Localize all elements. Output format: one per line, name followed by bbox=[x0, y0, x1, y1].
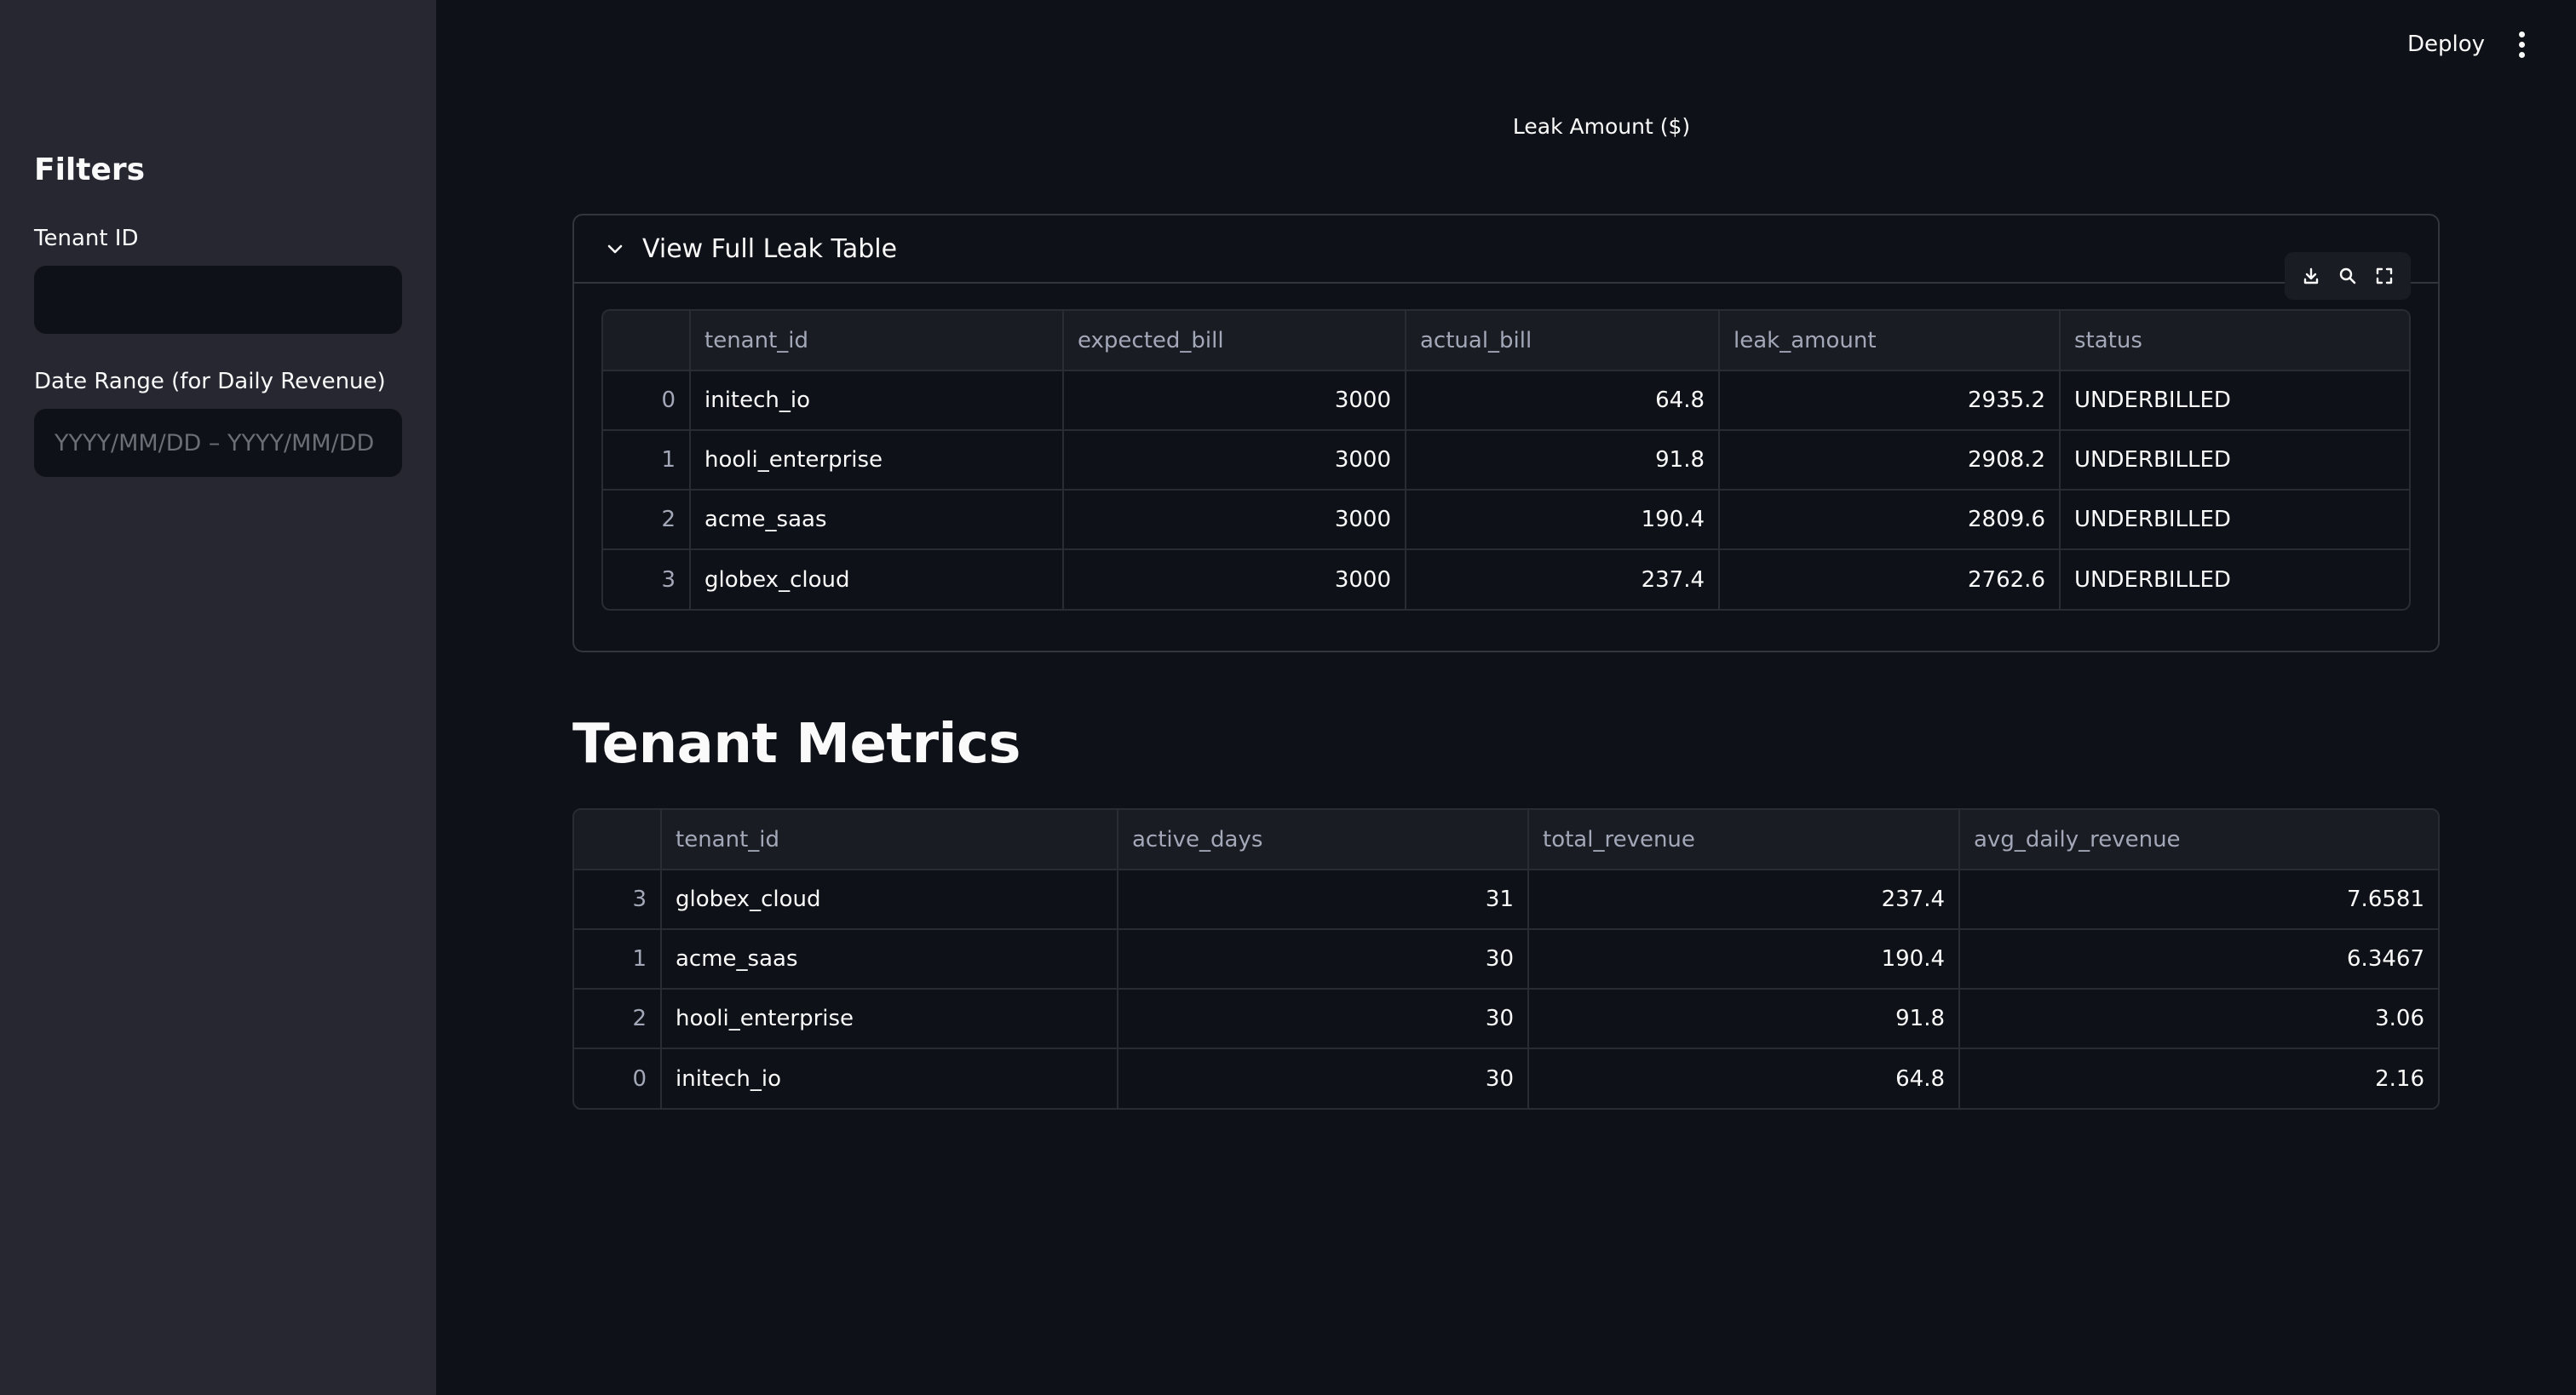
table-cell[interactable]: UNDERBILLED bbox=[2060, 430, 2409, 491]
column-header[interactable]: tenant_id bbox=[661, 810, 1118, 870]
chart-title: Leak Amount ($) bbox=[1512, 114, 1691, 139]
table-cell[interactable]: 3.06 bbox=[1959, 989, 2438, 1049]
row-index[interactable]: 2 bbox=[574, 989, 662, 1049]
table-cell[interactable]: 31 bbox=[1118, 870, 1529, 930]
fullscreen-icon[interactable] bbox=[2374, 266, 2395, 286]
section-title-tenant-metrics: Tenant Metrics bbox=[572, 713, 1021, 776]
table-cell[interactable]: globex_cloud bbox=[661, 870, 1118, 930]
table-cell[interactable]: 237.4 bbox=[1406, 549, 1720, 609]
column-header[interactable]: total_revenue bbox=[1528, 810, 1960, 870]
table-row: 3 globex_cloud 31 237.4 7.6581 bbox=[574, 870, 2438, 930]
table-cell[interactable]: 2809.6 bbox=[1719, 490, 2061, 550]
table-cell[interactable]: 190.4 bbox=[1528, 929, 1960, 990]
table-cell[interactable]: 30 bbox=[1118, 1048, 1529, 1108]
row-index[interactable]: 1 bbox=[574, 929, 662, 990]
table-cell[interactable]: initech_io bbox=[661, 1048, 1118, 1108]
table-cell[interactable]: 6.3467 bbox=[1959, 929, 2438, 990]
table-cell[interactable]: 2908.2 bbox=[1719, 430, 2061, 491]
column-header[interactable]: leak_amount bbox=[1719, 311, 2061, 371]
table-cell[interactable]: 3000 bbox=[1063, 370, 1406, 431]
table-cell[interactable]: acme_saas bbox=[661, 929, 1118, 990]
row-index[interactable]: 0 bbox=[603, 370, 691, 431]
table-row: 3 globex_cloud 3000 237.4 2762.6 UNDERBI… bbox=[603, 549, 2409, 609]
table-row: 2 acme_saas 3000 190.4 2809.6 UNDERBILLE… bbox=[603, 490, 2409, 550]
expander-header[interactable]: View Full Leak Table bbox=[574, 215, 2438, 284]
table-cell[interactable]: acme_saas bbox=[690, 490, 1064, 550]
column-header[interactable] bbox=[574, 810, 662, 870]
table-cell[interactable]: 7.6581 bbox=[1959, 870, 2438, 930]
table-cell[interactable]: hooli_enterprise bbox=[690, 430, 1064, 491]
table-cell[interactable]: initech_io bbox=[690, 370, 1064, 431]
table-cell[interactable]: 64.8 bbox=[1528, 1048, 1960, 1108]
table-row: 0 initech_io 3000 64.8 2935.2 UNDERBILLE… bbox=[603, 370, 2409, 431]
download-icon[interactable] bbox=[2301, 266, 2321, 286]
table-row: 2 hooli_enterprise 30 91.8 3.06 bbox=[574, 989, 2438, 1049]
row-index[interactable]: 1 bbox=[603, 430, 691, 491]
table-cell[interactable]: 64.8 bbox=[1406, 370, 1720, 431]
tenant-id-input[interactable] bbox=[34, 266, 402, 334]
table-cell[interactable]: 91.8 bbox=[1406, 430, 1720, 491]
tenant-metrics-table[interactable]: tenant_id active_days total_revenue avg_… bbox=[572, 808, 2440, 1110]
row-index[interactable]: 2 bbox=[603, 490, 691, 550]
table-cell[interactable]: hooli_enterprise bbox=[661, 989, 1118, 1049]
table-cell[interactable]: UNDERBILLED bbox=[2060, 370, 2409, 431]
table-cell[interactable]: globex_cloud bbox=[690, 549, 1064, 609]
date-range-input[interactable] bbox=[34, 409, 402, 477]
table-cell[interactable]: UNDERBILLED bbox=[2074, 566, 2231, 593]
table-cell[interactable]: 3000 bbox=[1063, 430, 1406, 491]
table-cell[interactable]: 3000 bbox=[1063, 490, 1406, 550]
table-cell[interactable]: 2762.6 bbox=[1719, 549, 2061, 609]
table-header-row: tenant_id active_days total_revenue avg_… bbox=[574, 810, 2438, 870]
column-header[interactable]: actual_bill bbox=[1406, 311, 1720, 371]
sidebar: Filters Tenant ID Date Range (for Daily … bbox=[0, 0, 436, 1395]
column-header[interactable]: expected_bill bbox=[1063, 311, 1406, 371]
leak-table[interactable]: tenant_id expected_bill actual_bill leak… bbox=[601, 309, 2411, 611]
table-row: 0 initech_io 30 64.8 2.16 bbox=[574, 1048, 2438, 1108]
expander-title: View Full Leak Table bbox=[642, 234, 898, 264]
sidebar-heading: Filters bbox=[34, 152, 146, 187]
table-cell[interactable]: 3000 bbox=[1063, 549, 1406, 609]
tenant-id-label: Tenant ID bbox=[34, 226, 139, 251]
table-cell[interactable]: 2935.2 bbox=[1719, 370, 2061, 431]
table-cell[interactable]: 237.4 bbox=[1528, 870, 1960, 930]
column-header[interactable]: tenant_id bbox=[690, 311, 1064, 371]
row-index[interactable]: 0 bbox=[574, 1048, 662, 1108]
leak-table-expander: View Full Leak Table bbox=[572, 214, 2440, 652]
column-header[interactable]: status bbox=[2060, 311, 2409, 371]
table-row: 1 hooli_enterprise 3000 91.8 2908.2 UNDE… bbox=[603, 430, 2409, 491]
row-index[interactable]: 3 bbox=[574, 870, 662, 930]
table-cell[interactable]: 91.8 bbox=[1528, 989, 1960, 1049]
column-header[interactable]: avg_daily_revenue bbox=[1959, 810, 2438, 870]
deploy-button[interactable]: Deploy bbox=[2392, 24, 2500, 65]
column-header[interactable]: active_days bbox=[1118, 810, 1529, 870]
table-header-row: tenant_id expected_bill actual_bill leak… bbox=[603, 311, 2409, 371]
table-row: 1 acme_saas 30 190.4 6.3467 bbox=[574, 929, 2438, 990]
search-icon[interactable] bbox=[2337, 266, 2358, 286]
table-cell[interactable]: UNDERBILLED bbox=[2060, 490, 2409, 550]
table-cell[interactable]: 30 bbox=[1118, 929, 1529, 990]
kebab-menu-icon[interactable] bbox=[2504, 24, 2539, 65]
table-toolbar bbox=[2285, 252, 2411, 300]
table-cell[interactable]: 190.4 bbox=[1406, 490, 1720, 550]
table-cell[interactable]: 2.16 bbox=[2375, 1065, 2424, 1092]
table-cell[interactable]: 30 bbox=[1118, 989, 1529, 1049]
date-range-label: Date Range (for Daily Revenue) bbox=[34, 369, 386, 394]
row-index[interactable]: 3 bbox=[603, 549, 691, 609]
column-header[interactable] bbox=[603, 311, 691, 371]
chevron-down-icon bbox=[607, 244, 623, 254]
